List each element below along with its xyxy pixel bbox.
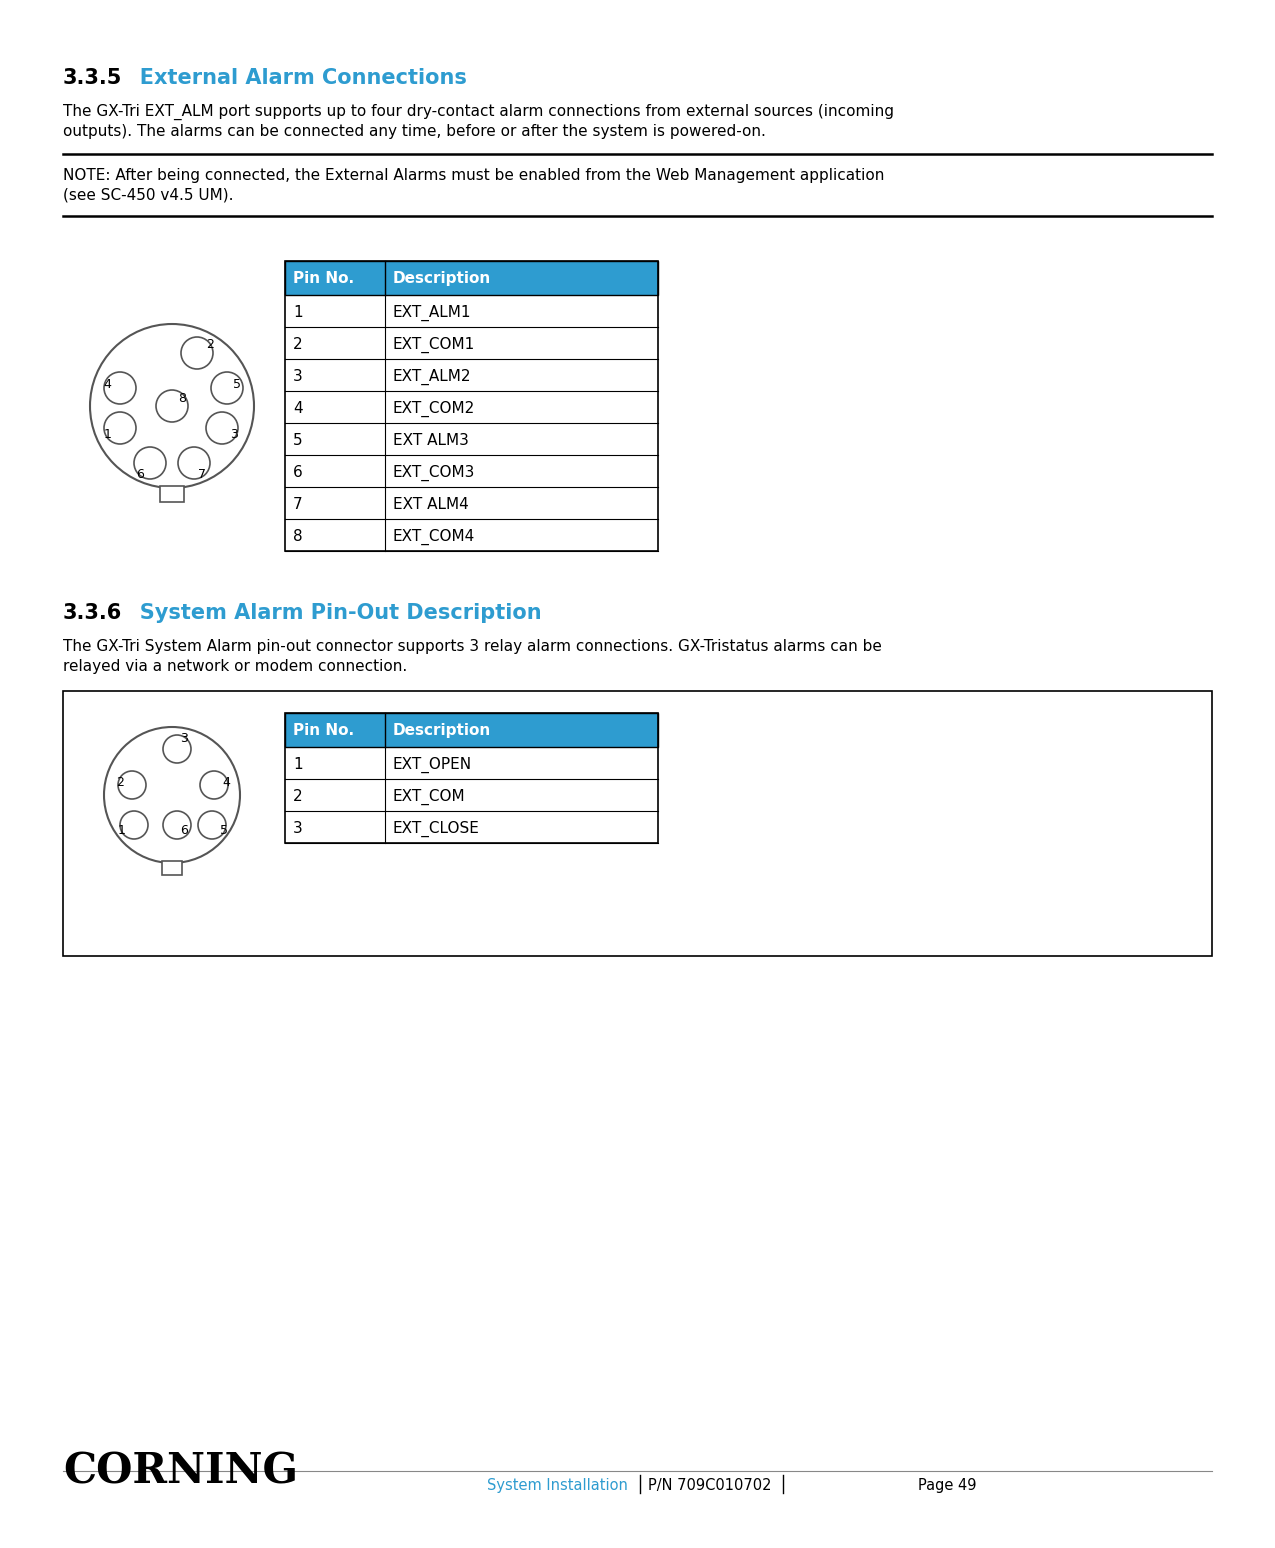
Circle shape [210,372,244,404]
Bar [286,714,658,844]
Text: Description: Description [393,271,491,286]
Text: 3: 3 [293,368,302,384]
Text: 3: 3 [293,820,302,836]
Text: EXT_ALM1: EXT_ALM1 [393,305,472,320]
Text: 1: 1 [293,757,302,772]
Text: CORNING: CORNING [62,1450,298,1492]
Text: The GX-Tri EXT_ALM port supports up to four dry-contact alarm connections from e: The GX-Tri EXT_ALM port supports up to f… [62,104,894,121]
Bar [162,861,182,875]
Text: Pin No.: Pin No. [293,723,354,738]
Bar [286,262,658,551]
Text: 1: 1 [293,305,302,320]
Text: 4: 4 [103,378,111,390]
Text: 6: 6 [180,825,187,837]
Text: 2: 2 [293,337,302,351]
Circle shape [134,447,166,478]
Text: 7: 7 [293,497,302,512]
Text: P/N 709C010702: P/N 709C010702 [648,1478,771,1492]
Bar [286,714,658,748]
Circle shape [200,771,228,799]
Circle shape [91,324,254,488]
Text: System Alarm Pin-Out Description: System Alarm Pin-Out Description [119,604,542,622]
Text: EXT ALM4: EXT ALM4 [393,497,469,512]
Circle shape [207,412,238,444]
Text: EXT ALM3: EXT ALM3 [393,433,469,447]
Text: EXT_ALM2: EXT_ALM2 [393,368,472,385]
Text: EXT_COM4: EXT_COM4 [393,529,476,545]
Text: 3: 3 [180,732,187,746]
Circle shape [120,811,148,839]
Circle shape [105,728,240,862]
Text: (see SC-450 v4.5 UM).: (see SC-450 v4.5 UM). [62,187,233,203]
Text: 8: 8 [293,529,302,543]
Text: NOTE: After being connected, the External Alarms must be enabled from the Web Ma: NOTE: After being connected, the Externa… [62,169,885,183]
Circle shape [119,771,147,799]
Circle shape [105,372,136,404]
Text: EXT_OPEN: EXT_OPEN [393,757,472,772]
Text: 5: 5 [293,433,302,447]
Text: 6: 6 [293,464,302,480]
Text: 1: 1 [119,825,126,837]
Circle shape [156,390,187,423]
Text: relayed via a network or modem connection.: relayed via a network or modem connectio… [62,659,407,673]
Text: 6: 6 [136,467,144,480]
Text: Description: Description [393,723,491,738]
Text: EXT_COM2: EXT_COM2 [393,401,476,418]
Text: EXT_COM: EXT_COM [393,789,465,805]
Text: EXT_CLOSE: EXT_CLOSE [393,820,479,837]
Text: External Alarm Connections: External Alarm Connections [119,68,467,88]
Circle shape [179,447,210,478]
Text: 2: 2 [207,337,214,350]
Text: 4: 4 [222,777,230,789]
Text: 3.3.5: 3.3.5 [62,68,122,88]
Text: 8: 8 [179,392,186,404]
Text: Page 49: Page 49 [918,1478,977,1492]
Text: outputs). The alarms can be connected any time, before or after the system is po: outputs). The alarms can be connected an… [62,124,766,139]
Text: 7: 7 [198,467,207,480]
Text: 2: 2 [116,777,124,789]
Text: 5: 5 [233,378,241,390]
Text: System Installation: System Installation [487,1478,629,1492]
Bar [159,486,184,502]
Circle shape [163,811,191,839]
Circle shape [181,337,213,368]
Bar [62,690,1213,957]
Text: The GX-Tri System Alarm pin-out connector supports 3 relay alarm connections. GX: The GX-Tri System Alarm pin-out connecto… [62,639,882,653]
Circle shape [105,412,136,444]
Text: 3: 3 [230,427,238,441]
Bar [286,262,658,296]
Text: 5: 5 [221,825,228,837]
Text: EXT_COM1: EXT_COM1 [393,337,476,353]
Text: Pin No.: Pin No. [293,271,354,286]
Circle shape [163,735,191,763]
Text: 1: 1 [105,427,112,441]
Text: 2: 2 [293,789,302,803]
Text: 4: 4 [293,401,302,416]
Text: 3.3.6: 3.3.6 [62,604,122,622]
Circle shape [198,811,226,839]
Text: EXT_COM3: EXT_COM3 [393,464,476,481]
